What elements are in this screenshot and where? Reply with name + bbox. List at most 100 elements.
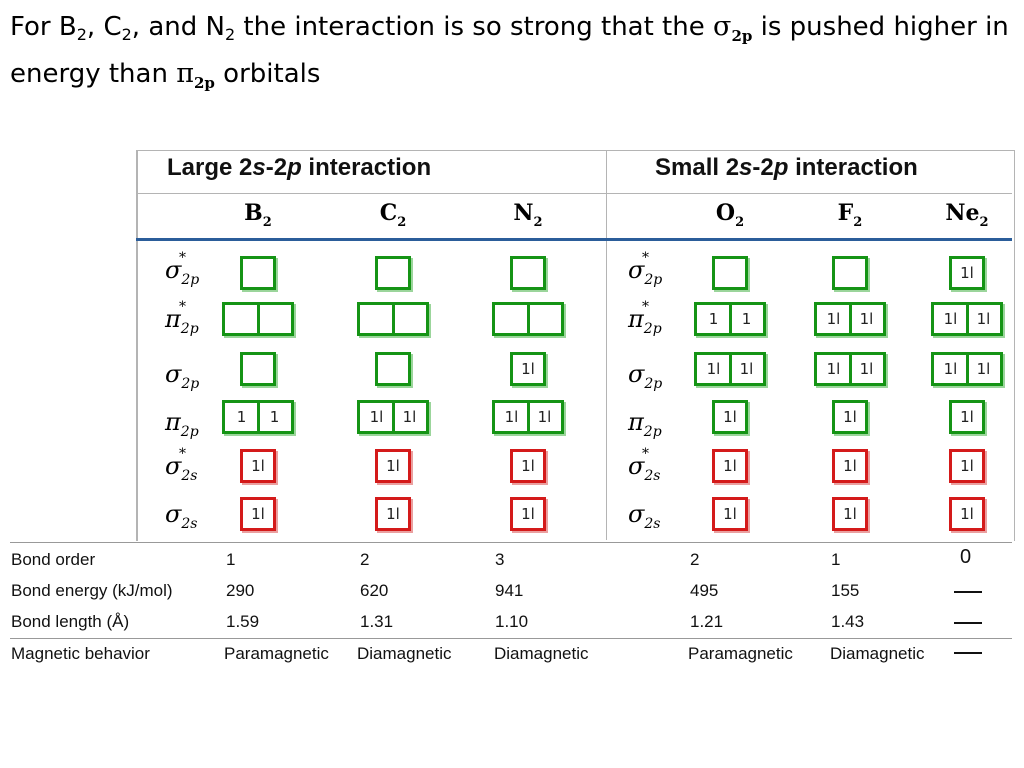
title-text: is pushed higher in energy than	[10, 12, 1009, 89]
bond-energy-label: Bond energy (kJ/mol)	[11, 581, 173, 600]
slide-title: For B2, C2, and N2 the interaction is so…	[10, 8, 1014, 102]
electron-pair: 1l	[826, 310, 841, 328]
f2-sigma-star-2p-box	[832, 256, 868, 290]
electron-single: 1	[269, 408, 280, 426]
properties-rule	[10, 542, 1012, 543]
ne2-pi-2p-box: 1l 1l	[931, 352, 1003, 386]
electron-pair: 1l	[521, 360, 535, 378]
electron-pair: 1l	[960, 505, 974, 523]
title-subscript: 2p	[731, 27, 753, 45]
bond-order-value: 2	[360, 550, 370, 569]
group-header-large: Large 2s-2p interaction	[167, 154, 432, 181]
group-header-small: Small 2s-2p interaction	[655, 154, 918, 181]
magnetic-value: Diamagnetic	[830, 644, 925, 663]
electron-pair: 1l	[960, 264, 974, 282]
orbital-label-pi-2p: π2p	[165, 408, 199, 440]
c2-sigma-star-2p-box	[375, 256, 411, 290]
b2-sigma-2p-box	[240, 352, 276, 386]
n2-pi-2p-box: 1l 1l	[492, 400, 564, 434]
title-text: orbitals	[214, 59, 321, 89]
electron-pair: 1l	[537, 408, 552, 426]
orbital-label-pi-star-2p: π2p *	[628, 299, 662, 337]
f2-pi-2p-box: 1l 1l	[814, 352, 886, 386]
b2-sigma-star-2p-box	[240, 256, 276, 290]
electron-pair: 1l	[386, 505, 400, 523]
n2-sigma-star-2s-box: 1l	[510, 449, 546, 483]
title-subscript: 2	[224, 25, 236, 44]
title-subscript: 2p	[193, 74, 215, 92]
electron-pair: 1l	[706, 360, 721, 378]
electron-pair: 1l	[859, 360, 874, 378]
orbital-label-sigma-star-2s: σ2s *	[628, 446, 661, 484]
electron-pair: 1l	[723, 457, 737, 475]
ne2-sigma-2p-box: 1l	[949, 400, 985, 434]
magnetic-value: Diamagnetic	[357, 644, 452, 663]
o2-sigma-star-2p-box	[712, 256, 748, 290]
ne2-sigma-star-2p-box: 1l	[949, 256, 985, 290]
bond-energy-value: 495	[690, 581, 719, 600]
electron-pair: 1l	[826, 360, 841, 378]
electron-pair: 1l	[976, 360, 991, 378]
electron-pair: 1l	[521, 457, 535, 475]
electron-pair: 1l	[943, 360, 958, 378]
f2-sigma-2s-box: 1l	[832, 497, 868, 531]
orbital-label-sigma-2s: σ2s	[628, 500, 661, 532]
bond-order-label: Bond order	[11, 550, 96, 569]
c2-pi-star-2p-box	[357, 302, 429, 336]
magnetic-value: Diamagnetic	[494, 644, 589, 663]
b2-sigma-2s-box: 1l	[240, 497, 276, 531]
bond-length-value: 1.21	[690, 612, 724, 631]
ne2-sigma-2s-box: 1l	[949, 497, 985, 531]
orbital-label-sigma-star-2p: σ2p *	[628, 250, 663, 288]
electron-pair: 1l	[739, 360, 754, 378]
title-text: , C	[86, 12, 122, 42]
c2-pi-2p-box: 1l 1l	[357, 400, 429, 434]
o2-sigma-2s-box: 1l	[712, 497, 748, 531]
title-text: For B	[10, 12, 77, 42]
title-text: the interaction is so strong that the	[235, 12, 713, 42]
bond-length-value: 1.43	[831, 612, 865, 631]
f2-pi-star-2p-box: 1l 1l	[814, 302, 886, 336]
c2-sigma-2s-box: 1l	[375, 497, 411, 531]
orbital-label-pi-2p: π2p	[628, 408, 662, 440]
bond-length-value: 1.10	[495, 612, 529, 631]
orbital-label-sigma-star-2s: σ2s *	[165, 446, 198, 484]
o2-sigma-2p-box: 1l	[712, 400, 748, 434]
group-divider	[606, 150, 607, 540]
bond-length-value: 1.31	[360, 612, 394, 631]
electron-pair: 1l	[960, 408, 974, 426]
bond-energy-value: 620	[360, 581, 389, 600]
molecule-f2: F2	[837, 200, 863, 230]
electron-pair: 1l	[386, 457, 400, 475]
header-rule	[136, 193, 1012, 194]
molecule-o2: O2	[715, 200, 745, 230]
molecule-ne2: Ne2	[945, 200, 989, 230]
bond-order-value: 0	[960, 546, 972, 568]
electron-pair: 1l	[521, 505, 535, 523]
magnetic-value: Paramagnetic	[224, 644, 329, 663]
title-subscript: 2	[121, 25, 132, 44]
electron-single: 1	[236, 408, 247, 426]
electron-pair: 1l	[976, 310, 991, 328]
header-separator	[136, 238, 1012, 241]
title-sigma-symbol: σ	[713, 11, 732, 42]
c2-sigma-star-2s-box: 1l	[375, 449, 411, 483]
o2-pi-2p-box: 1l 1l	[694, 352, 766, 386]
bond-energy-value: 155	[831, 581, 860, 600]
f2-sigma-2p-box: 1l	[832, 400, 868, 434]
title-text: , and N	[131, 12, 225, 42]
n2-sigma-star-2p-box	[510, 256, 546, 290]
orbital-label-pi-star-2p: π2p *	[165, 299, 199, 337]
orbital-label-sigma-2p: σ2p	[165, 360, 200, 392]
electron-pair: 1l	[723, 408, 737, 426]
n2-sigma-2p-box: 1l	[510, 352, 546, 386]
properties-rule	[10, 638, 1012, 639]
electron-pair: 1l	[723, 505, 737, 523]
electron-pair: 1l	[402, 408, 417, 426]
orbital-label-sigma-star-2p: σ2p *	[165, 250, 200, 288]
b2-sigma-star-2s-box: 1l	[240, 449, 276, 483]
bond-order-value: 3	[495, 550, 505, 569]
magnetic-none-dash	[954, 652, 982, 654]
